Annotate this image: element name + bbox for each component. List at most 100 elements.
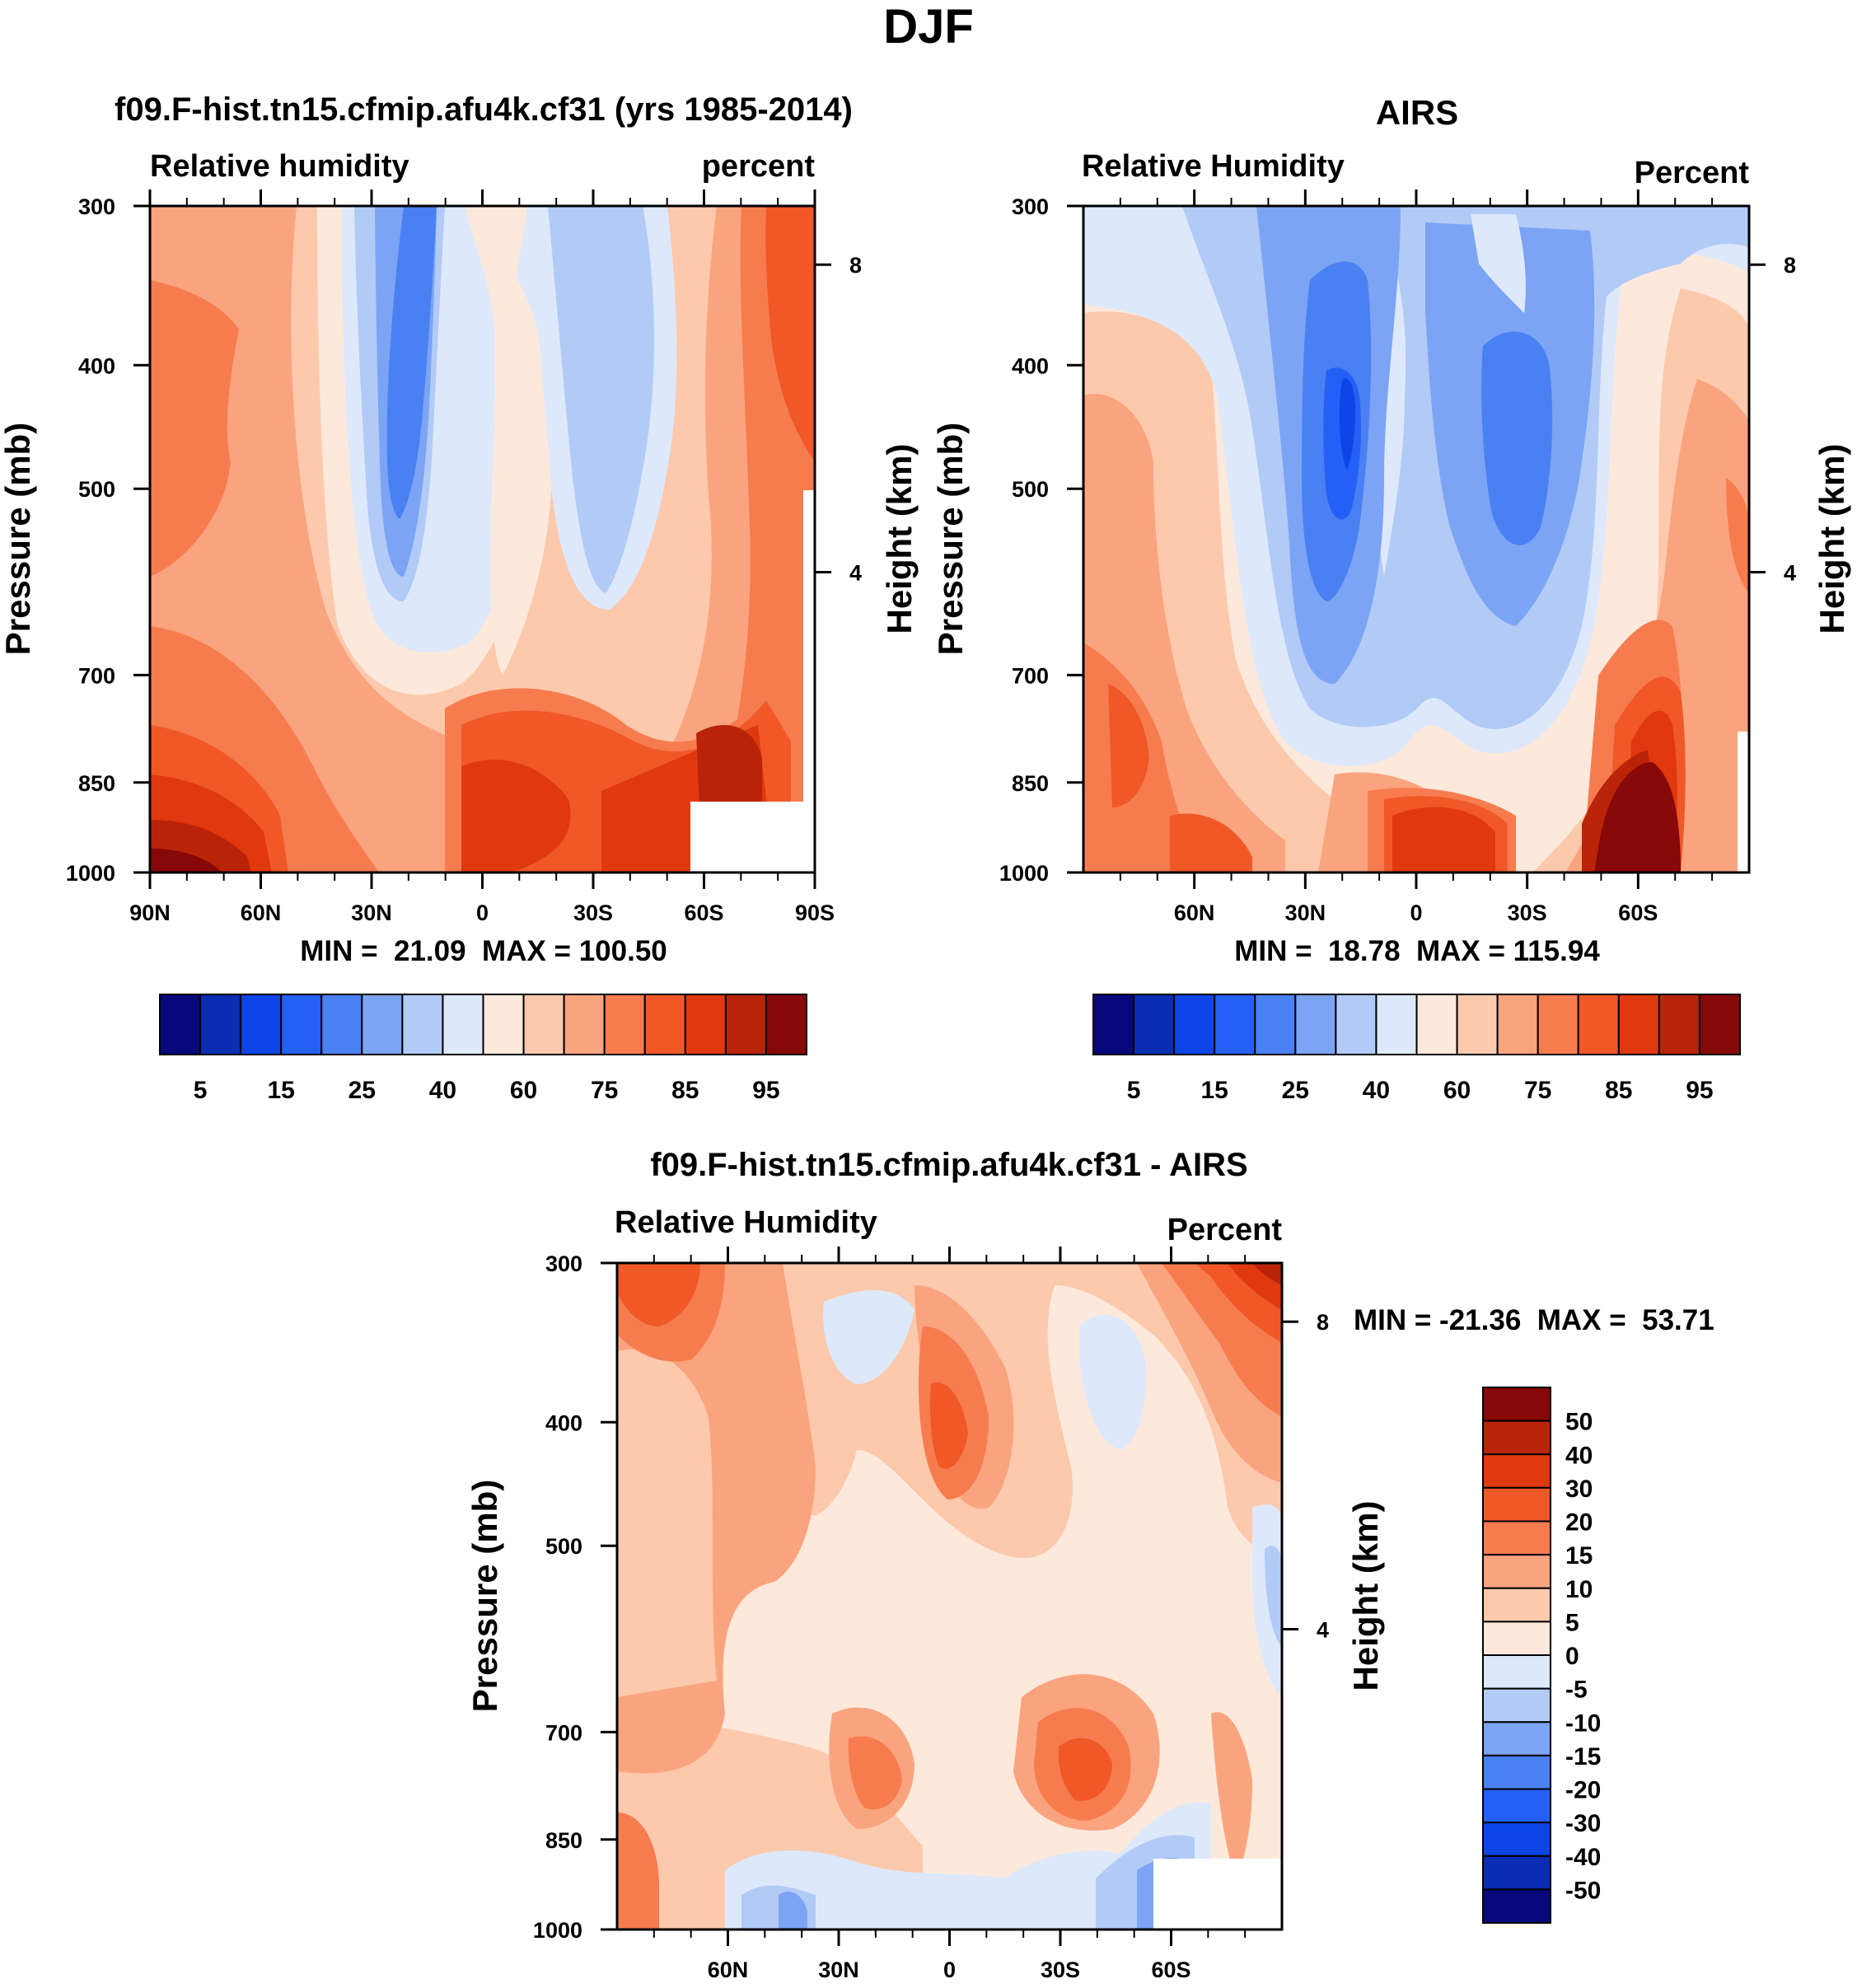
obs-x-tick-label: 30N (1285, 900, 1326, 925)
obs-colorbar-swatch (1537, 994, 1579, 1055)
difference-colorbar-swatch (1482, 1486, 1551, 1523)
difference-colorbar-swatch (1482, 1687, 1551, 1724)
difference-panel-title: f09.F-hist.tn15.cfmip.afu4k.cf31 - AIRS (650, 1147, 1247, 1183)
obs-x-tick-label: 0 (1410, 900, 1422, 925)
difference-colorbar-label: 15 (1565, 1542, 1593, 1569)
model-colorbar-label: 85 (671, 1077, 699, 1104)
difference-panel: f09.F-hist.tn15.cfmip.afu4k.cf31 - AIRS … (465, 1147, 1714, 1982)
model-contour-field (150, 206, 815, 872)
model-y-tick-label: 700 (78, 663, 115, 688)
difference-colorbar-swatch (1482, 1587, 1551, 1623)
obs-colorbar-swatch (1456, 994, 1499, 1055)
figure-title: DJF (883, 0, 974, 54)
obs-colorbar-swatch (1254, 994, 1297, 1055)
obs-colorbar-swatch (1133, 994, 1176, 1055)
difference-colorbar-swatch (1482, 1855, 1551, 1891)
difference-colorbar-swatch (1482, 1754, 1551, 1790)
difference-y-tick-label: 400 (545, 1410, 582, 1435)
model-y2-tick-label: 8 (849, 253, 862, 278)
difference-colorbar-swatch (1482, 1554, 1551, 1589)
obs-min-max-stats: MIN = 18.78 MAX = 115.94 (1234, 935, 1600, 967)
model-colorbar-swatch (442, 994, 484, 1055)
difference-y-axis-title: Pressure (mb) (465, 1480, 504, 1712)
obs-colorbar-label: 5 (1127, 1077, 1141, 1104)
model-y-tick-label: 300 (78, 194, 115, 219)
obs-panel-title: AIRS (1376, 93, 1458, 132)
obs-colorbar: 5 15 25 40 60 75 85 95 (1092, 994, 1741, 1104)
difference-colorbar-label: 5 (1565, 1609, 1579, 1636)
model-colorbar-swatch (401, 994, 444, 1055)
model-panel-title: f09.F-hist.tn15.cfmip.afu4k.cf31 (yrs 19… (115, 91, 853, 128)
obs-colorbar-swatch (1173, 994, 1216, 1055)
obs-y-tick-label: 400 (1012, 353, 1049, 378)
obs-variable-label: Relative Humidity (1082, 149, 1345, 184)
difference-y-tick-label: 1000 (533, 1918, 582, 1943)
obs-y2-tick-label: 8 (1784, 253, 1796, 278)
difference-colorbar-label: -30 (1565, 1810, 1601, 1837)
obs-x-tick-label: 30S (1508, 900, 1547, 925)
model-colorbar-swatch (240, 994, 283, 1055)
model-colorbar-swatch (280, 994, 323, 1055)
obs-y-tick-label: 700 (1012, 663, 1049, 688)
model-x-tick-label: 90N (129, 900, 171, 925)
obs-colorbar-swatch (1658, 994, 1700, 1055)
difference-x-tick-label: 60N (708, 1958, 749, 1982)
obs-y-tick-label: 1000 (999, 861, 1049, 886)
model-colorbar-label: 75 (591, 1077, 618, 1104)
model-y-tick-label: 500 (78, 477, 115, 502)
obs-colorbar-swatch (1092, 994, 1135, 1055)
model-x-tick-label: 0 (476, 900, 489, 925)
obs-panel: AIRS Relative Humidity Percent (931, 93, 1851, 1104)
model-x-tick-label: 60S (684, 900, 723, 925)
difference-x-tick-label: 30N (818, 1958, 859, 1982)
model-colorbar-swatch (522, 994, 565, 1055)
difference-units-label: Percent (1167, 1213, 1283, 1247)
difference-x-tick-label: 0 (943, 1958, 956, 1982)
difference-min-max-stats: MIN = -21.36 MAX = 53.71 (1354, 1304, 1714, 1336)
obs-colorbar-label: 40 (1363, 1077, 1390, 1104)
difference-y-tick-label: 500 (545, 1534, 582, 1559)
model-colorbar-label: 60 (510, 1077, 537, 1104)
obs-colorbar-swatch (1214, 994, 1256, 1055)
obs-units-label: Percent (1635, 156, 1750, 190)
model-colorbar-label: 95 (752, 1077, 779, 1104)
model-x-tick-label: 30N (351, 900, 392, 925)
difference-colorbar-label: 10 (1565, 1576, 1593, 1603)
obs-y2-tick-label: 4 (1784, 561, 1796, 586)
model-colorbar-label: 5 (194, 1077, 208, 1104)
difference-variable-label: Relative Humidity (615, 1205, 877, 1240)
obs-x-tick-label: 60S (1618, 900, 1658, 925)
obs-colorbar-swatch (1375, 994, 1418, 1055)
difference-colorbar-label: 20 (1565, 1509, 1593, 1537)
obs-colorbar-swatch (1496, 994, 1539, 1055)
model-colorbar-swatch (603, 994, 646, 1055)
difference-colorbar-swatch (1482, 1654, 1551, 1690)
model-colorbar-swatch (199, 994, 242, 1055)
difference-colorbar-swatch (1482, 1520, 1551, 1556)
model-colorbar-label: 25 (348, 1077, 376, 1104)
model-y-axis-title: Pressure (mb) (0, 423, 37, 655)
obs-colorbar-swatch (1294, 994, 1337, 1055)
difference-y2-tick-label: 8 (1317, 1310, 1329, 1335)
obs-colorbar-label: 15 (1201, 1077, 1228, 1104)
difference-colorbar-label: -50 (1565, 1877, 1601, 1904)
model-colorbar-swatch (643, 994, 686, 1055)
difference-colorbar-swatch (1482, 1888, 1551, 1924)
model-variable-label: Relative humidity (150, 149, 409, 184)
difference-axes: 60N 30N 0 30S 60S 300 400 500 700 850 1000 8 4 (533, 1247, 1329, 1982)
difference-colorbar-swatch (1482, 1387, 1551, 1422)
obs-y-tick-label: 500 (1012, 477, 1049, 502)
model-colorbar-swatch (684, 994, 727, 1055)
model-colorbar-swatch (320, 994, 363, 1055)
model-y-tick-label: 1000 (66, 861, 115, 886)
difference-colorbar-swatch (1482, 1721, 1551, 1756)
difference-colorbar-label: -5 (1565, 1677, 1588, 1704)
model-colorbar-swatch (724, 994, 767, 1055)
difference-colorbar-label: -40 (1565, 1844, 1601, 1871)
model-x-tick-label: 60N (241, 900, 282, 925)
difference-colorbar-label: -20 (1565, 1777, 1601, 1804)
difference-colorbar-swatch (1482, 1621, 1551, 1656)
obs-colorbar-swatch (1698, 994, 1741, 1055)
